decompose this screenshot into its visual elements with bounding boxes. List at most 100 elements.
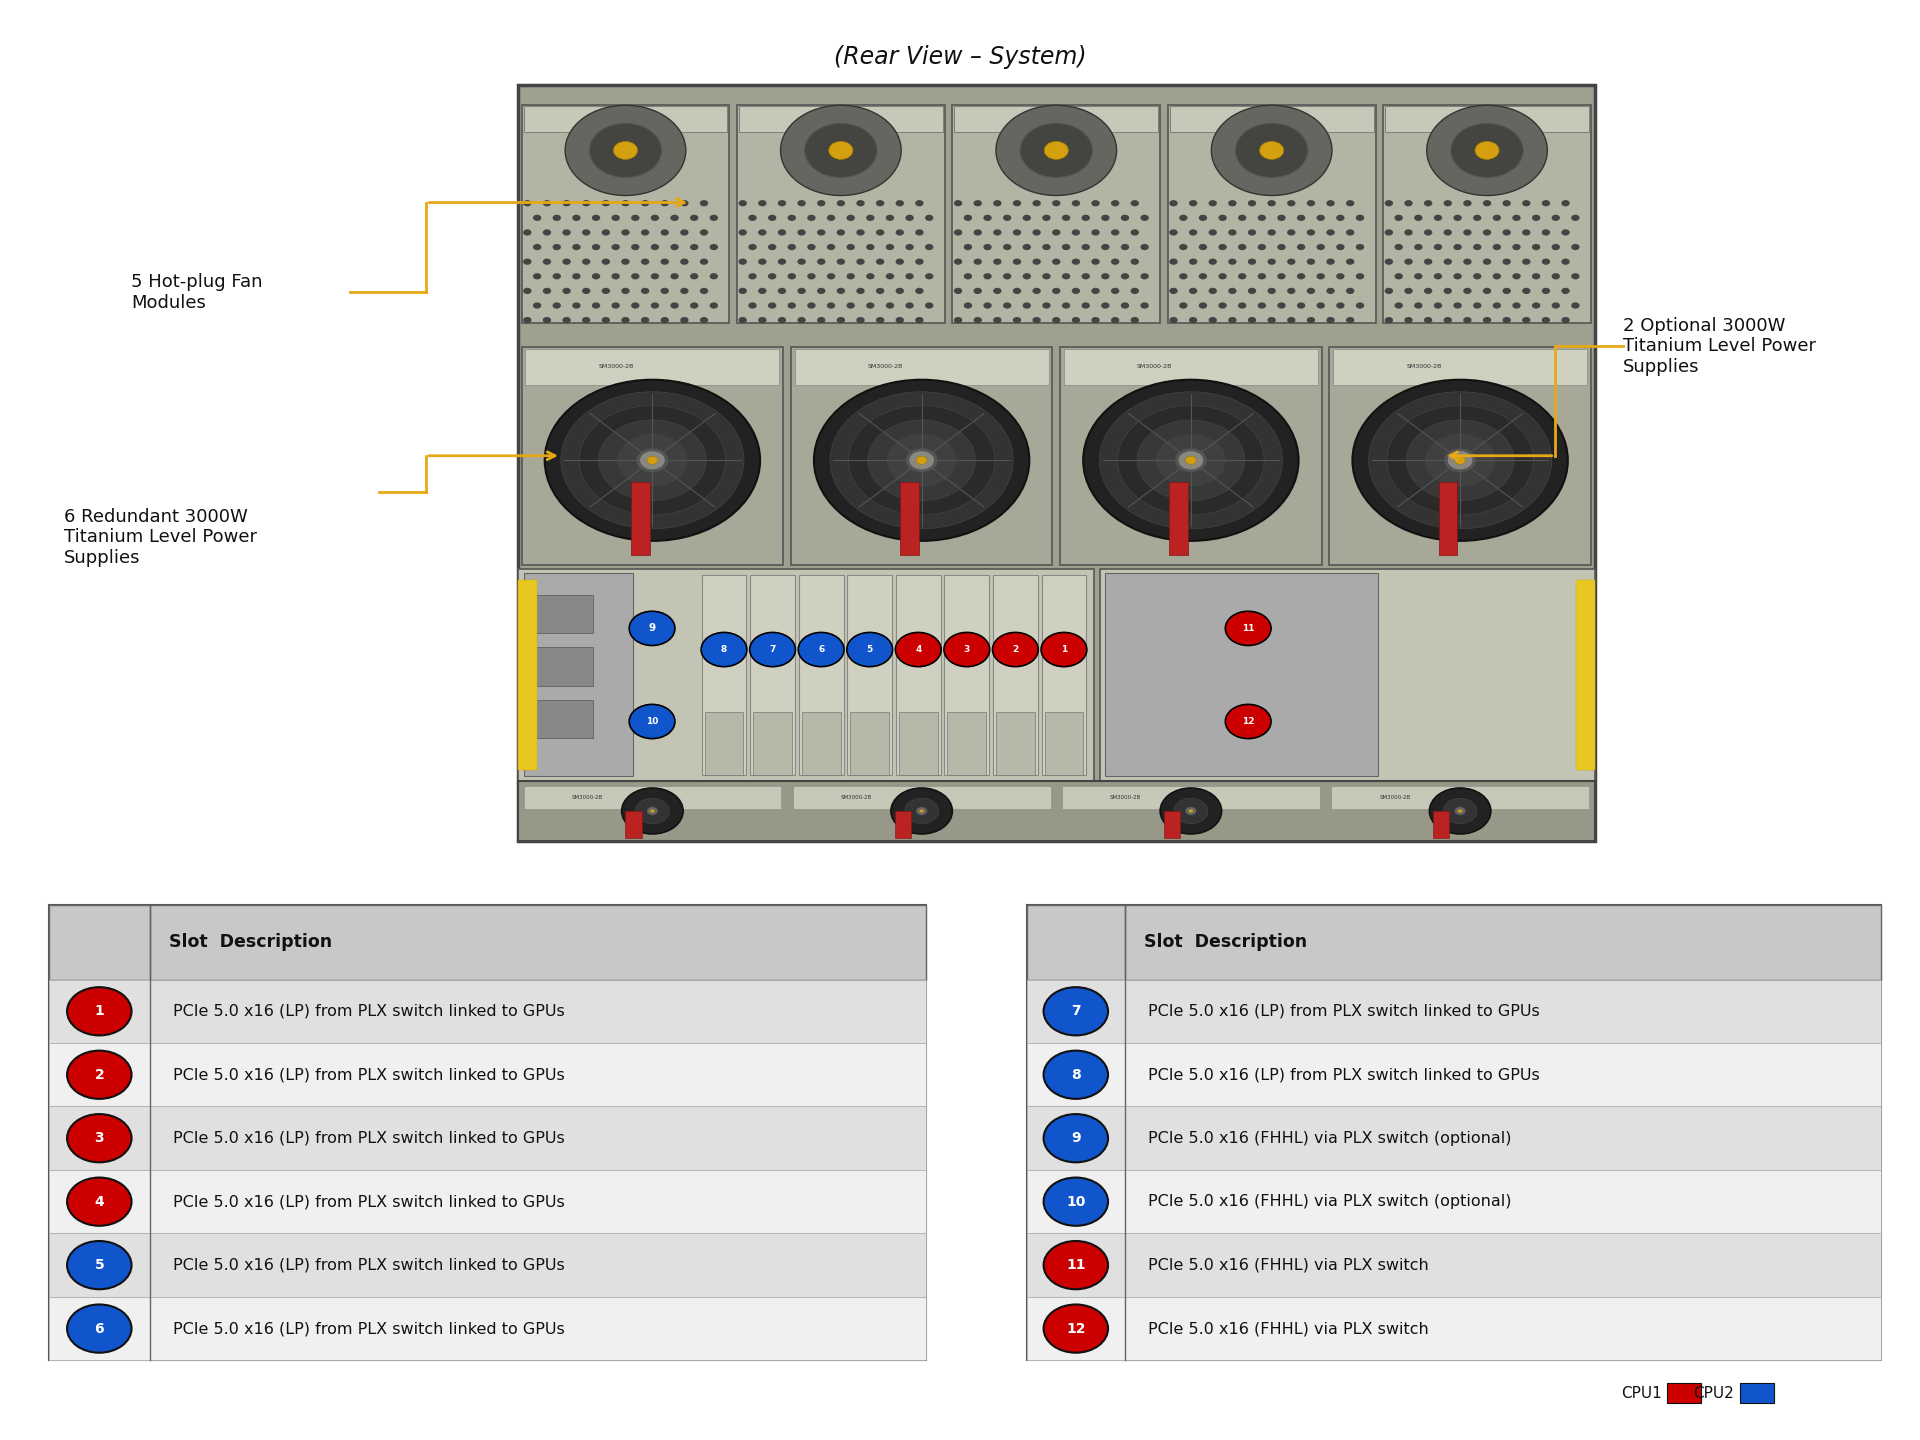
Circle shape — [847, 243, 854, 251]
Circle shape — [1532, 243, 1540, 251]
Circle shape — [1131, 317, 1139, 323]
Bar — [524, 573, 634, 776]
Bar — [1027, 1234, 1882, 1297]
Text: CPU2: CPU2 — [1693, 1385, 1734, 1401]
Text: (Rear View – System): (Rear View – System) — [833, 45, 1087, 69]
Circle shape — [543, 229, 551, 236]
Bar — [899, 711, 937, 775]
Circle shape — [904, 798, 939, 824]
Bar — [1027, 1043, 1125, 1106]
Circle shape — [1571, 215, 1580, 220]
Circle shape — [768, 302, 776, 308]
Bar — [1432, 811, 1450, 838]
Circle shape — [1238, 243, 1246, 251]
Circle shape — [1356, 302, 1365, 308]
Circle shape — [1317, 215, 1325, 220]
Circle shape — [1012, 229, 1021, 236]
Circle shape — [1175, 448, 1208, 472]
Circle shape — [1160, 788, 1221, 834]
Text: PCIe 5.0 x16 (FHHL) via PLX switch: PCIe 5.0 x16 (FHHL) via PLX switch — [1148, 1320, 1428, 1336]
Circle shape — [611, 274, 620, 279]
Bar — [791, 347, 1052, 564]
Circle shape — [1041, 632, 1087, 667]
Bar — [947, 711, 987, 775]
Circle shape — [895, 259, 904, 265]
Bar — [1576, 580, 1596, 770]
Circle shape — [622, 259, 630, 265]
Circle shape — [622, 288, 630, 294]
Circle shape — [758, 317, 766, 323]
Text: SM3000-2B: SM3000-2B — [868, 364, 902, 369]
Circle shape — [622, 200, 630, 206]
Circle shape — [1296, 302, 1306, 308]
Circle shape — [1258, 302, 1265, 308]
Circle shape — [651, 274, 659, 279]
Circle shape — [1308, 259, 1315, 265]
Circle shape — [1033, 259, 1041, 265]
Circle shape — [1327, 200, 1334, 206]
Circle shape — [622, 229, 630, 236]
Circle shape — [1523, 317, 1530, 323]
Circle shape — [837, 259, 845, 265]
Circle shape — [680, 288, 689, 294]
Circle shape — [67, 1115, 132, 1162]
Bar — [996, 711, 1035, 775]
Circle shape — [1044, 1241, 1108, 1289]
Circle shape — [749, 274, 756, 279]
Circle shape — [1475, 141, 1500, 160]
Text: 10: 10 — [645, 717, 659, 726]
Circle shape — [1463, 288, 1471, 294]
Circle shape — [1473, 302, 1482, 308]
Bar — [1740, 1384, 1774, 1403]
Circle shape — [1296, 274, 1306, 279]
Circle shape — [1457, 809, 1463, 812]
Circle shape — [1179, 302, 1187, 308]
Bar — [524, 786, 781, 809]
Bar — [518, 580, 538, 770]
Circle shape — [1188, 229, 1198, 236]
Circle shape — [1188, 809, 1192, 812]
Circle shape — [1503, 200, 1511, 206]
Circle shape — [622, 317, 630, 323]
Circle shape — [1551, 302, 1559, 308]
Circle shape — [1434, 274, 1442, 279]
Circle shape — [787, 243, 797, 251]
Circle shape — [876, 229, 885, 236]
Circle shape — [1020, 124, 1092, 177]
Circle shape — [1219, 243, 1227, 251]
Circle shape — [837, 317, 845, 323]
Circle shape — [1308, 229, 1315, 236]
Circle shape — [778, 288, 785, 294]
Circle shape — [1102, 243, 1110, 251]
Circle shape — [660, 259, 668, 265]
Bar — [1044, 711, 1083, 775]
Bar — [1027, 1169, 1882, 1234]
Circle shape — [591, 215, 601, 220]
Circle shape — [1384, 200, 1394, 206]
Circle shape — [849, 406, 995, 516]
Circle shape — [1188, 200, 1198, 206]
Circle shape — [630, 611, 676, 645]
Circle shape — [611, 302, 620, 308]
Circle shape — [925, 243, 933, 251]
Circle shape — [1248, 259, 1256, 265]
Bar — [1438, 482, 1457, 554]
Circle shape — [1327, 288, 1334, 294]
Text: 4: 4 — [916, 645, 922, 654]
Circle shape — [1482, 259, 1492, 265]
Circle shape — [847, 215, 854, 220]
Circle shape — [945, 632, 989, 667]
Circle shape — [1071, 317, 1081, 323]
Circle shape — [1131, 288, 1139, 294]
Circle shape — [847, 302, 854, 308]
Circle shape — [876, 288, 885, 294]
Circle shape — [876, 317, 885, 323]
Bar — [739, 107, 943, 132]
Circle shape — [1356, 215, 1365, 220]
Bar — [518, 780, 1596, 841]
Circle shape — [1208, 229, 1217, 236]
Bar — [1027, 1234, 1125, 1297]
Circle shape — [1112, 288, 1119, 294]
Circle shape — [973, 200, 981, 206]
Circle shape — [1033, 229, 1041, 236]
